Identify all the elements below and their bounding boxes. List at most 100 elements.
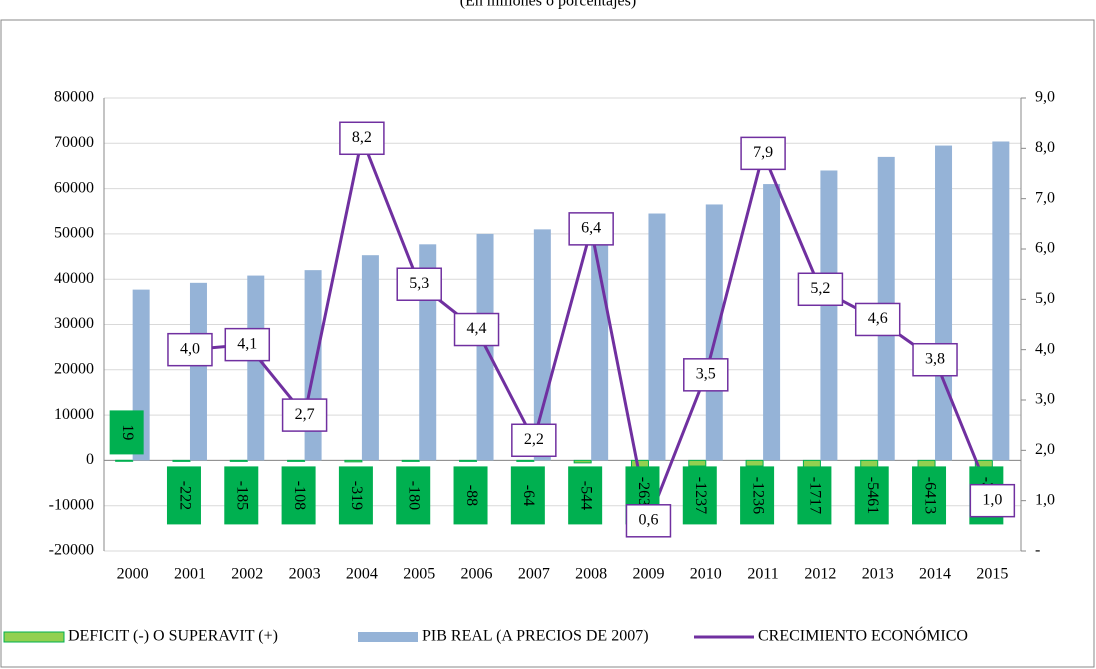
data-label: 0,6 xyxy=(638,511,658,528)
y2-tick-label: 8,0 xyxy=(1035,139,1055,156)
x-tick-label: 2005 xyxy=(403,566,435,583)
bar xyxy=(344,459,363,463)
bar xyxy=(992,141,1010,461)
chart-title: (En millones o porcentajes) xyxy=(460,0,636,10)
data-label-box xyxy=(797,272,844,307)
data-label: -185 xyxy=(234,481,251,510)
y2-tick-label: 4,0 xyxy=(1035,340,1055,357)
data-label: -319 xyxy=(348,481,365,510)
data-label-box xyxy=(625,504,672,538)
y-tick-label: 20000 xyxy=(54,360,94,377)
data-label-box xyxy=(109,410,144,455)
data-label: -6413 xyxy=(921,477,938,514)
data-label-box xyxy=(912,466,947,525)
y2-tick-label: 6,0 xyxy=(1035,240,1055,257)
data-label: 19 xyxy=(119,424,136,440)
data-label: -544 xyxy=(577,481,594,510)
y-tick-label: -20000 xyxy=(49,542,94,559)
x-tick-label: 2000 xyxy=(117,566,149,583)
data-label: -5461 xyxy=(864,477,881,514)
y2-tick-label: 3,0 xyxy=(1035,391,1055,408)
x-tick-label: 2006 xyxy=(461,566,493,583)
bar xyxy=(247,275,265,461)
data-label-box xyxy=(281,466,316,525)
data-label-box xyxy=(396,466,431,525)
data-label-box xyxy=(740,136,786,171)
data-label-box xyxy=(740,466,775,525)
data-label: 4,4 xyxy=(467,320,487,337)
data-label: 3,5 xyxy=(696,366,716,383)
y2-tick-label: 9,0 xyxy=(1035,89,1055,106)
data-label-box xyxy=(511,423,557,458)
legend-label: CRECIMIENTO ECONÓMICO xyxy=(758,626,968,645)
data-label-box xyxy=(797,466,832,525)
bar xyxy=(533,229,551,461)
data-label: -222 xyxy=(176,481,193,510)
data-label-box xyxy=(854,466,889,525)
x-tick-label: 2010 xyxy=(690,566,722,583)
data-label-box xyxy=(568,212,614,246)
legend-swatch xyxy=(358,632,418,642)
data-label: -108 xyxy=(291,481,308,510)
bar xyxy=(115,459,134,462)
data-label-box xyxy=(167,332,213,367)
data-label: 4,1 xyxy=(237,335,257,352)
data-label-box xyxy=(912,342,958,377)
x-tick-label: 2004 xyxy=(346,566,378,583)
legend-label: PIB REAL (A PRECIOS DE 2007) xyxy=(422,628,649,645)
data-label-box xyxy=(224,327,271,362)
y-tick-label: 50000 xyxy=(54,225,94,242)
data-label: -64 xyxy=(520,485,537,506)
data-label-box xyxy=(854,302,901,337)
x-tick-label: 2008 xyxy=(575,566,607,583)
bar xyxy=(516,459,535,462)
bar xyxy=(229,459,248,462)
y-tick-label: 80000 xyxy=(54,89,94,106)
y-tick-label: 40000 xyxy=(54,270,94,287)
bar xyxy=(172,459,191,462)
data-label-box xyxy=(453,312,500,347)
data-label: -1717 xyxy=(807,477,824,514)
bar xyxy=(820,170,838,461)
y-tick-label: 0 xyxy=(86,451,94,468)
y-tick-label: 30000 xyxy=(54,315,94,332)
data-label: 6,4 xyxy=(581,220,601,237)
x-tick-label: 2007 xyxy=(518,566,550,583)
data-label: -180 xyxy=(406,481,423,510)
data-label-box xyxy=(281,398,328,432)
x-tick-label: 2002 xyxy=(231,566,263,583)
data-label: 5,3 xyxy=(409,275,429,292)
data-label: 1,0 xyxy=(982,491,1002,508)
data-label: 3,8 xyxy=(925,350,945,367)
data-label: 2,7 xyxy=(295,406,315,423)
data-label: 7,9 xyxy=(753,144,773,161)
bar xyxy=(763,184,781,461)
data-label-box xyxy=(682,466,717,525)
y-tick-label: 10000 xyxy=(54,406,94,423)
data-label-box xyxy=(568,466,603,525)
x-tick-label: 2013 xyxy=(862,566,894,583)
data-label-box xyxy=(453,466,488,525)
y2-tick-label: 2,0 xyxy=(1035,441,1055,458)
bar xyxy=(745,459,764,467)
legend-label: DEFICIT (-) O SUPERAVIT (+) xyxy=(68,628,278,645)
bar xyxy=(304,270,322,461)
bar xyxy=(648,213,666,461)
bar xyxy=(401,459,420,462)
bar xyxy=(573,459,592,464)
data-label-box xyxy=(224,466,259,525)
data-label: -1237 xyxy=(692,477,709,514)
bar xyxy=(287,459,306,462)
data-label: 8,2 xyxy=(352,129,372,146)
data-label: 2,2 xyxy=(524,431,544,448)
data-label-box xyxy=(396,267,442,301)
y2-tick-label: 1,0 xyxy=(1035,491,1055,508)
bar xyxy=(688,459,707,467)
data-label: -88 xyxy=(463,485,480,506)
bar xyxy=(189,282,207,461)
data-label: 4,6 xyxy=(868,310,888,327)
x-tick-label: 2012 xyxy=(804,566,836,583)
y2-tick-label: 7,0 xyxy=(1035,189,1055,206)
data-label-box xyxy=(166,466,201,525)
bar xyxy=(459,459,478,462)
